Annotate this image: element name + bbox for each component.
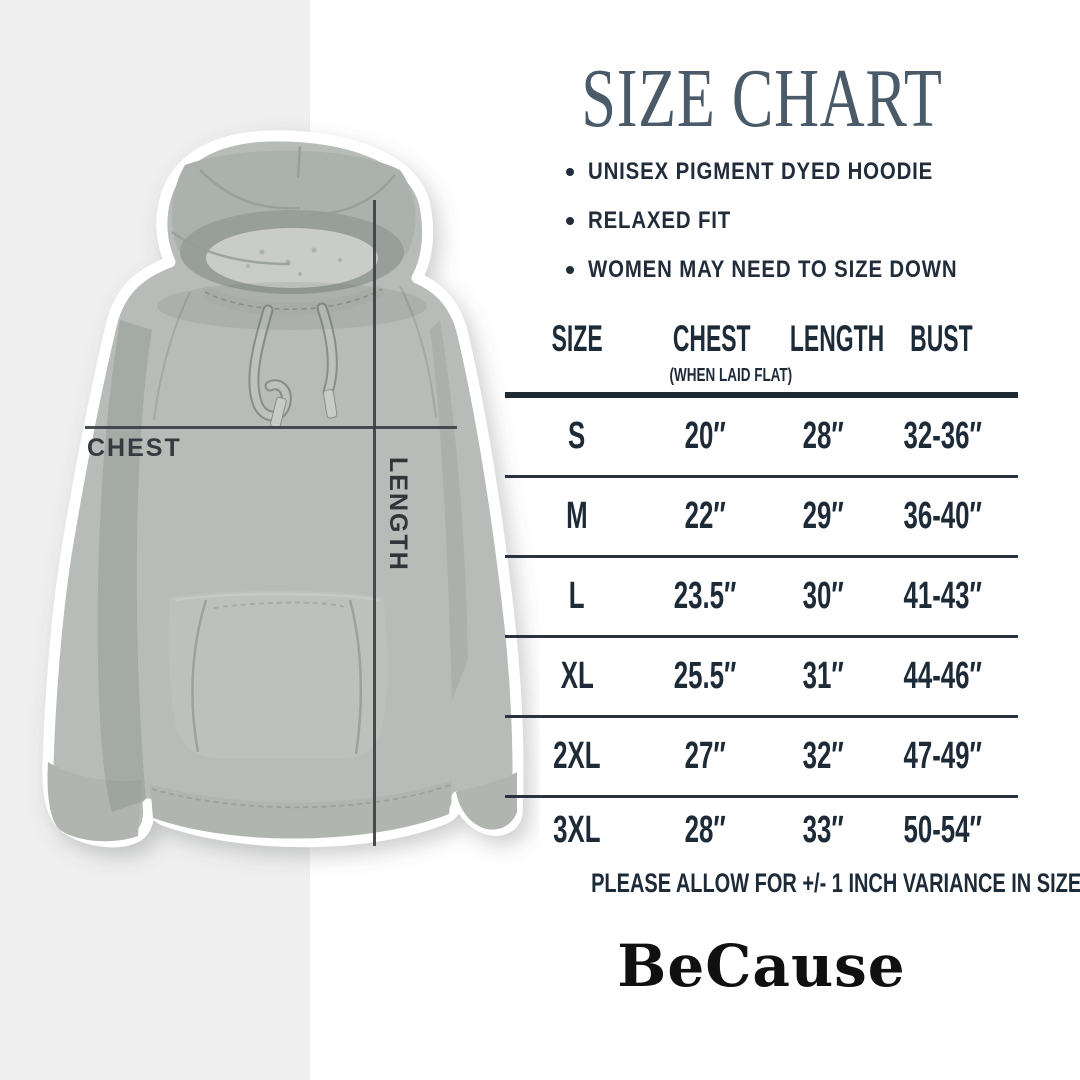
chest-value: 22″ <box>684 495 726 537</box>
bullet-dot <box>566 168 574 176</box>
chest-measure-line <box>85 426 457 429</box>
table-row: XL 25.5″ 31″ 44-46″ <box>505 638 1018 718</box>
bullet-dot <box>566 266 574 274</box>
length-measure-line <box>373 200 376 846</box>
bullet-text: WOMEN MAY NEED TO SIZE DOWN <box>588 256 958 283</box>
list-item: RELAXED FIT <box>566 207 1023 235</box>
size-value: 3XL <box>553 808 601 851</box>
bust-value: 44-46″ <box>903 655 982 697</box>
length-value: 33″ <box>802 808 844 851</box>
list-item: UNISEX PIGMENT DYED HOODIE <box>566 158 1023 186</box>
size-value: M <box>566 495 588 537</box>
chest-value: 23.5″ <box>673 575 737 617</box>
col-header-bust: BUST <box>909 318 973 359</box>
length-value: 31″ <box>802 655 844 697</box>
chest-value: 25.5″ <box>673 655 737 697</box>
bust-value: 41-43″ <box>903 575 982 617</box>
page-title: SIZE CHART <box>580 52 943 145</box>
table-row: M 22″ 29″ 36-40″ <box>505 478 1018 558</box>
kangaroo-pocket <box>168 591 388 758</box>
chest-value: 28″ <box>684 808 726 851</box>
bust-value: 36-40″ <box>903 495 982 537</box>
length-value: 29″ <box>802 495 844 537</box>
table-row: S 20″ 28″ 32-36″ <box>505 398 1018 478</box>
table-row: L 23.5″ 30″ 41-43″ <box>505 558 1018 638</box>
bullet-text: RELAXED FIT <box>588 207 732 234</box>
table-header-divider <box>505 392 1018 398</box>
size-table-header-row: SIZE CHEST LENGTH BUST (WHEN LAID FLAT) <box>505 318 1018 392</box>
chest-measure-label: CHEST <box>87 434 182 462</box>
chest-subnote: (WHEN LAID FLAT) <box>669 365 792 385</box>
feature-list: UNISEX PIGMENT DYED HOODIE RELAXED FIT W… <box>566 158 1023 305</box>
length-value: 28″ <box>802 415 844 457</box>
bust-value: 32-36″ <box>903 415 982 457</box>
col-header-chest: CHEST <box>672 318 751 359</box>
brand-logo: BeCause <box>617 932 906 1000</box>
chest-value: 20″ <box>684 415 726 457</box>
size-table: SIZE CHEST LENGTH BUST (WHEN LAID FLAT) … <box>505 318 1018 862</box>
hoodie-photo <box>42 130 524 848</box>
table-row: 2XL 27″ 32″ 47-49″ <box>505 718 1018 798</box>
table-row: 3XL 28″ 33″ 50-54″ <box>505 798 1018 862</box>
size-value: L <box>568 575 585 617</box>
chest-value: 27″ <box>684 735 726 777</box>
col-header-size: SIZE <box>551 318 603 359</box>
variance-note: PLEASE ALLOW FOR +/- 1 INCH VARIANCE IN … <box>591 868 1080 898</box>
col-header-length: LENGTH <box>790 318 885 359</box>
length-value: 30″ <box>802 575 844 617</box>
bust-value: 50-54″ <box>903 808 982 851</box>
size-value: XL <box>560 655 594 697</box>
length-measure-label: LENGTH <box>384 457 412 572</box>
bullet-text: UNISEX PIGMENT DYED HOODIE <box>588 158 934 185</box>
length-value: 32″ <box>802 735 844 777</box>
size-value: 2XL <box>553 735 601 777</box>
bust-value: 47-49″ <box>903 735 982 777</box>
size-value: S <box>568 415 586 457</box>
bullet-dot <box>566 217 574 225</box>
list-item: WOMEN MAY NEED TO SIZE DOWN <box>566 256 1023 284</box>
